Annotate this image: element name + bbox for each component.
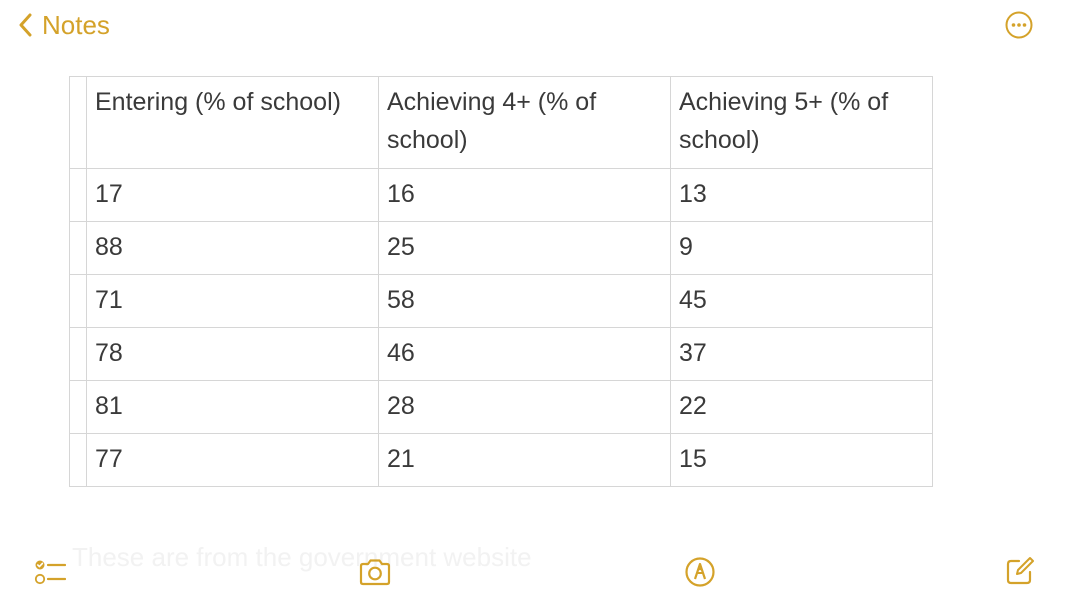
table-cell[interactable] <box>69 168 87 222</box>
table-cell[interactable]: 13 <box>670 168 933 222</box>
compose-icon <box>1005 556 1035 586</box>
markup-pen-icon <box>684 556 716 588</box>
back-label: Notes <box>42 9 110 40</box>
table-cell[interactable]: 81 <box>86 380 379 434</box>
checklist-icon <box>34 558 66 586</box>
table-cell[interactable]: 17 <box>86 168 379 222</box>
table-row: 77 21 15 <box>69 433 933 487</box>
table-cell[interactable] <box>69 327 87 381</box>
note-table[interactable]: Entering (% of school) Achieving 4+ (% o… <box>69 76 933 487</box>
compose-button[interactable] <box>1005 556 1035 586</box>
table-header-row: Entering (% of school) Achieving 4+ (% o… <box>69 76 933 169</box>
table-cell[interactable]: 28 <box>378 380 671 434</box>
table-cell[interactable]: 78 <box>86 327 379 381</box>
table-header-cell[interactable]: Achieving 5+ (% of school) <box>670 76 933 169</box>
table-cell[interactable]: 15 <box>670 433 933 487</box>
table-row: 17 16 13 <box>69 168 933 222</box>
ellipsis-circle-icon <box>1004 11 1034 44</box>
table-cell[interactable] <box>69 380 87 434</box>
table-cell[interactable]: 88 <box>86 221 379 275</box>
back-button[interactable]: Notes <box>18 8 110 42</box>
table-row: 71 58 45 <box>69 274 933 328</box>
table-cell[interactable]: 45 <box>670 274 933 328</box>
table-header-cell[interactable]: Entering (% of school) <box>86 76 379 169</box>
table-cell[interactable]: 22 <box>670 380 933 434</box>
table-cell[interactable]: 77 <box>86 433 379 487</box>
table-cell[interactable]: 25 <box>378 221 671 275</box>
table-cell[interactable]: 21 <box>378 433 671 487</box>
table-cell[interactable] <box>69 433 87 487</box>
table-cell[interactable]: 16 <box>378 168 671 222</box>
table-cell[interactable]: 9 <box>670 221 933 275</box>
table-header-cell[interactable]: Achieving 4+ (% of school) <box>378 76 671 169</box>
chevron-left-icon <box>18 13 32 37</box>
table-cell[interactable] <box>69 221 87 275</box>
table-row: 78 46 37 <box>69 327 933 381</box>
more-button[interactable] <box>1004 10 1034 40</box>
note-body-text[interactable]: These are from the government website <box>72 542 532 572</box>
table-cell[interactable]: 46 <box>378 327 671 381</box>
table-row: 81 28 22 <box>69 380 933 434</box>
table-cell[interactable] <box>69 274 87 328</box>
camera-icon <box>358 558 392 586</box>
table-cell[interactable]: 58 <box>378 274 671 328</box>
table-cell[interactable] <box>69 76 87 169</box>
table-cell[interactable]: 37 <box>670 327 933 381</box>
checklist-button[interactable] <box>34 558 66 586</box>
table-cell[interactable]: 71 <box>86 274 379 328</box>
markup-button[interactable] <box>684 556 716 588</box>
camera-button[interactable] <box>358 558 392 586</box>
table-row: 88 25 9 <box>69 221 933 275</box>
